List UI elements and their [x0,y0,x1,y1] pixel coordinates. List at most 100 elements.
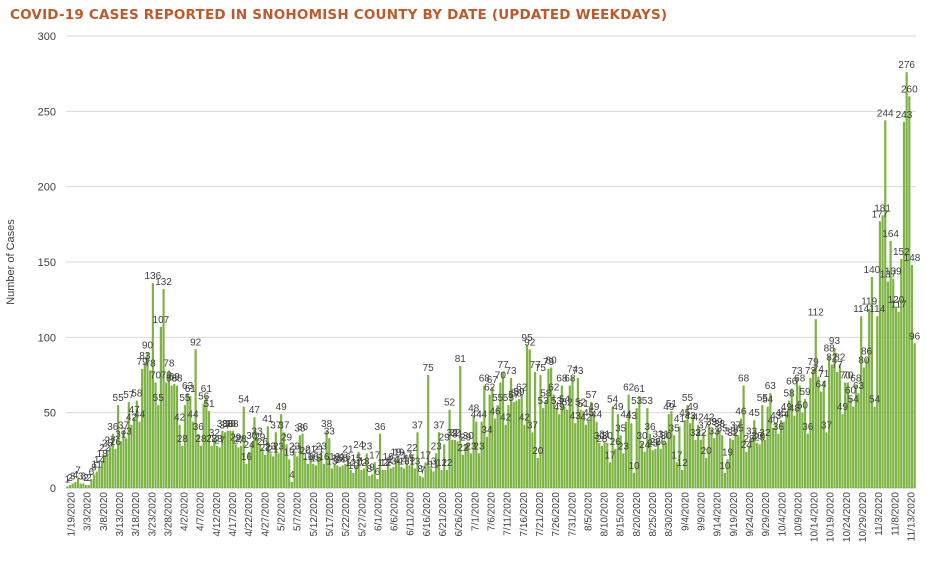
data-label: 39 [706,417,718,428]
x-tick-label: 10/24/2020 [842,492,853,542]
data-label: 68 [556,374,568,385]
data-label: 68 [171,374,183,385]
x-tick-label: 8/20/2020 [632,492,643,537]
bar [560,385,563,488]
bar [747,445,751,488]
data-label: 22 [260,443,272,454]
data-label: 23 [618,441,630,452]
bar [304,457,307,488]
data-label: 7 [420,465,426,476]
bar [141,368,144,488]
bar [133,417,136,488]
bar [493,418,497,488]
bar [598,442,601,488]
data-label: 37 [527,420,539,431]
bar [175,385,179,488]
data-label: 52 [575,398,587,409]
data-label: 31 [599,429,611,440]
bar [616,414,620,488]
data-label: 177 [872,209,889,220]
bar [691,414,694,488]
data-label: 24 [353,440,365,451]
data-label: 96 [909,331,921,342]
data-label: 4 [73,470,79,481]
bar [622,453,625,488]
bar [536,457,539,488]
data-label: 55 [682,393,694,404]
data-label: 30 [661,431,673,442]
bar [734,432,737,488]
x-tick-label: 8/30/2020 [664,492,675,537]
data-label: 59 [514,387,526,398]
bar [737,435,740,488]
data-label: 15 [332,453,344,464]
data-label: 36 [107,422,119,433]
bar [908,96,911,489]
data-label: 10 [719,461,731,472]
data-label: 35 [733,423,745,434]
data-label: 44 [778,410,790,421]
x-tick-label: 10/29/2020 [858,492,869,542]
x-tick-label: 9/9/2020 [697,492,708,531]
bar [681,469,684,488]
x-tick-label: 3/8/2020 [99,492,110,531]
data-label: 62 [484,383,496,394]
data-label: 86 [861,346,873,357]
data-label: 38 [714,419,726,430]
bar [82,483,85,488]
y-tick-label: 300 [38,31,56,43]
data-label: 80 [546,355,558,366]
data-label: 42 [174,413,186,424]
bar [627,394,630,488]
bar [237,447,240,488]
data-label: 54 [762,395,774,406]
bar [218,447,221,488]
data-label: 42 [703,413,715,424]
data-label: 26 [655,437,667,448]
bar [646,408,649,488]
bar [870,277,873,488]
bar [849,397,852,488]
data-label: 4 [289,470,295,481]
data-label: 38 [227,419,239,430]
x-tick-label: 4/7/2020 [196,492,207,531]
bar [686,405,689,488]
bar [239,445,243,488]
bar [301,433,304,488]
data-label: 35 [669,423,681,434]
bar [290,481,293,488]
bar [702,432,705,488]
data-label: 32 [209,428,221,439]
bar [429,468,432,488]
bar [723,472,726,488]
bar [763,439,767,488]
x-tick-label: 6/6/2020 [390,492,401,531]
bar [306,463,309,488]
bar [862,367,865,488]
data-label: 114 [853,304,869,315]
x-tick-label: 10/19/2020 [826,492,837,542]
data-label: 61 [185,384,197,395]
bar [272,456,275,488]
bar [199,445,203,488]
bar [504,424,507,488]
data-label: 49 [781,402,793,413]
data-label: 30 [751,431,763,442]
data-label: 57 [586,390,598,401]
data-label: 28 [236,434,248,445]
data-label: 12 [356,458,368,469]
bar [464,444,467,488]
data-label: 243 [896,110,913,121]
data-label: 3 [81,471,87,482]
bar [280,414,283,488]
bar [143,362,146,488]
bar [328,438,331,488]
data-label: 40 [767,416,779,427]
data-label: 35 [294,423,306,434]
bar [253,417,256,488]
bar [408,465,411,488]
bar [603,441,606,488]
data-label: 13 [385,456,397,467]
bar [715,429,718,488]
data-label: 73 [805,366,817,377]
